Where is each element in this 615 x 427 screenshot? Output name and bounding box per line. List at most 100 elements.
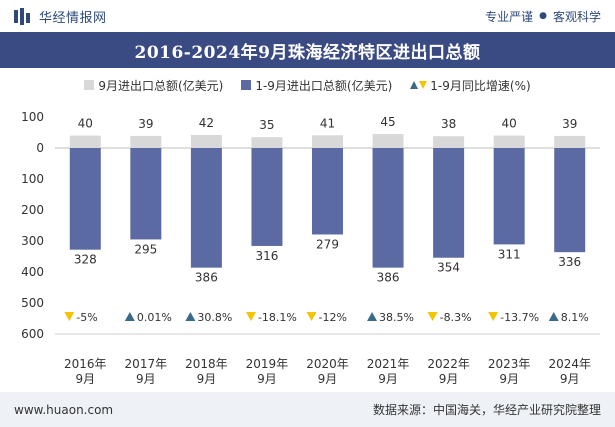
x-tick-label: 2019年 [246, 357, 289, 371]
growth-label: 38.5% [379, 311, 414, 324]
data-label-monthly: 38 [441, 117, 456, 131]
growth-label: 8.1% [561, 311, 589, 324]
legend-item-monthly: 9月进出口总额(亿美元) [84, 77, 223, 94]
bar-cumulative [312, 148, 343, 235]
bar-cumulative [372, 148, 404, 268]
bar-monthly [493, 135, 525, 148]
footer: www.huaon.com 数据来源：中国海关，华经产业研究院整理 [0, 392, 615, 427]
bar-monthly [312, 135, 343, 148]
bar-cumulative [493, 148, 525, 245]
y-tick-label: 100 [21, 172, 44, 186]
growth-label: -8.3% [440, 311, 472, 324]
legend-label-cumulative: 1-9月进出口总额(亿美元) [255, 78, 393, 93]
down-arrow-icon [419, 81, 428, 89]
x-tick-label: 9月 [75, 372, 95, 386]
x-tick-label: 9月 [439, 372, 459, 386]
data-label-monthly: 39 [562, 117, 577, 131]
brand-name: 华经情报网 [39, 10, 107, 26]
growth-up-marker [367, 312, 378, 321]
x-tick-label: 9月 [378, 372, 398, 386]
legend-label-growth: 1-9月同比增速(%) [430, 78, 531, 93]
growth-down-marker [64, 312, 75, 321]
slogan-right: 客观科学 [552, 9, 601, 24]
bar-cumulative [190, 148, 222, 268]
growth-label: -18.1% [258, 311, 297, 324]
legend-item-cumulative: 1-9月进出口总额(亿美元) [241, 77, 392, 94]
x-tick-label: 9月 [257, 372, 277, 386]
x-tick-label: 2024年 [548, 357, 591, 371]
bar-monthly [554, 135, 586, 148]
chart-legend: 9月进出口总额(亿美元) 1-9月进出口总额(亿美元) 1-9月同比增速(%) [0, 68, 615, 102]
growth-down-marker [306, 312, 317, 321]
data-label-monthly: 39 [138, 117, 153, 131]
top-bar: 华经情报网 专业严谨 ● 客观科学 [0, 0, 615, 32]
footer-url: www.huaon.com [14, 402, 114, 417]
slogan-left: 专业严谨 [485, 9, 534, 24]
growth-label: -5% [76, 311, 97, 324]
title-band: 2016-2024年9月珠海经济特区进出口总额 [0, 32, 615, 68]
data-label-cumulative: 311 [498, 247, 521, 261]
huajing-logo-icon [14, 7, 30, 25]
chart-title: 2016-2024年9月珠海经济特区进出口总额 [134, 42, 481, 63]
data-label-monthly: 41 [320, 116, 335, 130]
data-label-cumulative: 295 [134, 242, 157, 256]
data-label-cumulative: 386 [377, 271, 400, 285]
growth-label: -13.7% [500, 311, 539, 324]
growth-up-marker [185, 312, 196, 321]
brand: 华经情报网 [14, 7, 107, 26]
x-tick-label: 2016年 [64, 357, 107, 371]
data-label-monthly: 40 [78, 117, 93, 131]
growth-label: 30.8% [197, 311, 232, 324]
x-tick-label: 2021年 [367, 357, 410, 371]
chart-plot: 100010020030040050060040328-5%2016年9月392… [21, 110, 600, 386]
legend-swatch-cumulative [241, 80, 252, 90]
growth-down-marker [245, 312, 256, 321]
data-label-cumulative: 336 [558, 255, 581, 269]
bar-cumulative [251, 148, 283, 246]
x-tick-label: 9月 [318, 372, 338, 386]
x-tick-label: 9月 [499, 372, 519, 386]
bar-monthly [372, 134, 404, 148]
legend-item-growth: 1-9月同比增速(%) [410, 77, 531, 94]
growth-up-marker [124, 312, 135, 321]
bar-cumulative [130, 148, 162, 240]
up-arrow-icon [410, 81, 419, 89]
data-label-cumulative: 386 [195, 271, 218, 285]
bar-monthly [130, 135, 162, 148]
y-tick-label: 400 [21, 265, 44, 279]
x-tick-label: 9月 [197, 372, 217, 386]
y-tick-label: 100 [21, 110, 44, 124]
data-label-cumulative: 328 [74, 253, 97, 267]
y-tick-label: 300 [21, 234, 44, 248]
data-label-cumulative: 279 [316, 237, 339, 251]
data-label-monthly: 35 [259, 118, 274, 132]
bar-monthly [190, 134, 222, 148]
growth-up-marker [548, 312, 559, 321]
data-label-monthly: 45 [380, 115, 395, 129]
bar-cumulative [433, 148, 465, 258]
x-tick-label: 2023年 [488, 357, 531, 371]
legend-swatch-monthly [84, 80, 95, 90]
data-label-cumulative: 316 [255, 249, 278, 263]
bullet-dot-icon: ● [539, 11, 547, 21]
growth-label: -12% [319, 311, 347, 324]
growth-label: 0.01% [137, 311, 172, 324]
data-label-monthly: 42 [199, 116, 214, 130]
bar-monthly [69, 135, 101, 148]
x-tick-label: 9月 [560, 372, 580, 386]
growth-down-marker [488, 312, 499, 321]
slogan: 专业严谨 ● 客观科学 [485, 8, 601, 25]
footer-source: 数据来源：中国海关，华经产业研究院整理 [372, 403, 601, 417]
y-tick-label: 600 [21, 327, 44, 341]
bar-monthly [433, 136, 465, 148]
bar-cumulative [554, 148, 586, 253]
data-label-monthly: 40 [502, 117, 517, 131]
legend-label-monthly: 9月进出口总额(亿美元) [98, 78, 224, 93]
bar-monthly [251, 137, 283, 148]
data-label-cumulative: 354 [437, 261, 460, 275]
y-tick-label: 0 [36, 141, 44, 155]
growth-down-marker [427, 312, 438, 321]
bar-cumulative [69, 148, 101, 250]
x-tick-label: 2017年 [125, 357, 168, 371]
y-tick-label: 200 [21, 203, 44, 217]
